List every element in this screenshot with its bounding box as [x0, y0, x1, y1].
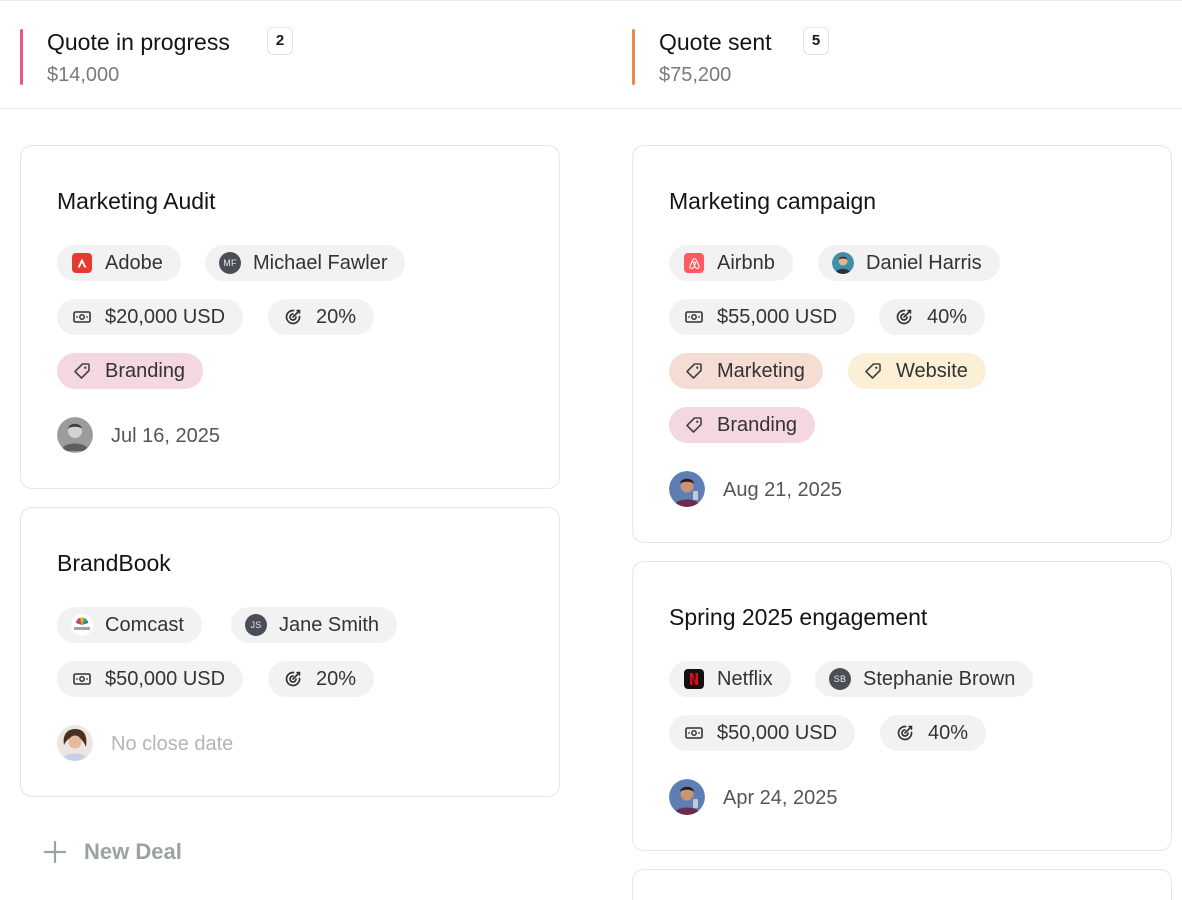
probability-chip[interactable]: 20% — [268, 299, 375, 335]
tag-chip-branding[interactable]: Branding — [669, 407, 816, 443]
contact-avatar: MF — [219, 252, 241, 274]
company-chip[interactable]: Netflix — [669, 661, 791, 697]
deal-card-partial[interactable] — [632, 869, 1172, 900]
comcast-logo-icon — [71, 614, 93, 636]
deal-value: $50,000 USD — [105, 667, 226, 690]
contact-avatar: SB — [829, 668, 851, 690]
contact-avatar: JS — [245, 614, 267, 636]
owner-avatar[interactable] — [669, 471, 705, 507]
contact-initials: SB — [829, 668, 851, 690]
deal-count-badge: 5 — [803, 27, 829, 55]
company-chip[interactable]: Comcast — [57, 607, 202, 643]
company-name: Airbnb — [717, 251, 775, 274]
tag-label: Branding — [717, 413, 798, 436]
deal-value-chip[interactable]: $20,000 USD — [57, 299, 244, 335]
column-title: Quote sent — [659, 29, 772, 55]
deal-value: $20,000 USD — [105, 305, 226, 328]
company-name: Comcast — [105, 613, 184, 636]
column-accent-stripe — [632, 29, 635, 85]
probability-chip[interactable]: 20% — [268, 661, 375, 697]
money-icon — [71, 668, 93, 690]
tag-chip-branding[interactable]: Branding — [57, 353, 204, 389]
probability-value: 40% — [928, 721, 969, 744]
tag-icon — [71, 360, 93, 382]
deal-count-badge: 2 — [267, 27, 293, 55]
tag-chip-marketing[interactable]: Marketing — [669, 353, 823, 389]
column-header-quote-in-progress[interactable]: Quote in progress 2 $14,000 — [20, 27, 580, 87]
deal-title: BrandBook — [57, 550, 171, 576]
contact-avatar — [832, 252, 854, 274]
deal-value-chip[interactable]: $50,000 USD — [669, 715, 856, 751]
deal-title: Marketing Audit — [57, 188, 216, 214]
deal-card-spring-2025-engagement[interactable]: Spring 2025 engagement Netflix SB Stepha… — [632, 561, 1172, 851]
column-accent-stripe — [20, 29, 23, 85]
money-icon — [683, 722, 705, 744]
deal-value: $55,000 USD — [717, 305, 838, 328]
company-chip[interactable]: Airbnb — [669, 245, 793, 281]
owner-avatar[interactable] — [669, 779, 705, 815]
deal-value: $50,000 USD — [717, 721, 838, 744]
target-icon — [893, 306, 915, 328]
probability-chip[interactable]: 40% — [879, 299, 986, 335]
deal-card-marketing-audit[interactable]: Marketing Audit Adobe MF Michael Fawler … — [20, 145, 560, 489]
close-date: No close date — [111, 733, 234, 755]
company-chip[interactable]: Adobe — [57, 245, 181, 281]
new-deal-label: New Deal — [84, 839, 182, 864]
new-deal-button[interactable]: New Deal — [42, 836, 182, 868]
column-header-quote-sent[interactable]: Quote sent 5 $75,200 — [632, 27, 1172, 87]
contact-name: Jane Smith — [279, 613, 380, 636]
owner-avatar[interactable] — [57, 417, 93, 453]
contact-chip[interactable]: JS Jane Smith — [231, 607, 398, 643]
deal-value-chip[interactable]: $55,000 USD — [669, 299, 856, 335]
contact-chip[interactable]: Daniel Harris — [818, 245, 1000, 281]
contact-initials: MF — [219, 252, 241, 274]
column-header-row: Quote in progress 2 $14,000 Quote sent 5… — [0, 1, 1182, 109]
adobe-logo-icon — [71, 252, 93, 274]
target-icon — [894, 722, 916, 744]
deal-card-brandbook[interactable]: BrandBook Comcast JS Jane Smith $50,000 … — [20, 507, 560, 797]
probability-value: 20% — [316, 667, 357, 690]
column-title: Quote in progress — [47, 29, 230, 55]
close-date: Apr 24, 2025 — [723, 787, 838, 809]
tag-icon — [683, 414, 705, 436]
airbnb-logo-icon — [683, 252, 705, 274]
netflix-logo-icon — [683, 668, 705, 690]
contact-name: Daniel Harris — [866, 251, 982, 274]
deal-title: Spring 2025 engagement — [669, 604, 928, 630]
close-date: Aug 21, 2025 — [723, 479, 842, 501]
tag-label: Marketing — [717, 359, 805, 382]
tag-chip-website[interactable]: Website — [848, 353, 986, 389]
contact-chip[interactable]: SB Stephanie Brown — [815, 661, 1034, 697]
tag-icon — [862, 360, 884, 382]
top-divider — [0, 0, 1182, 1]
probability-chip[interactable]: 40% — [880, 715, 987, 751]
deal-title: Marketing campaign — [669, 188, 877, 214]
target-icon — [282, 668, 304, 690]
tag-label: Branding — [105, 359, 186, 382]
money-icon — [683, 306, 705, 328]
deal-card-marketing-campaign[interactable]: Marketing campaign Airbnb Daniel Harris … — [632, 145, 1172, 543]
column-total-amount: $75,200 — [659, 64, 732, 86]
owner-avatar[interactable] — [57, 725, 93, 761]
column-total-amount: $14,000 — [47, 64, 120, 86]
plus-icon — [43, 840, 67, 864]
contact-chip[interactable]: MF Michael Fawler — [205, 245, 406, 281]
contact-initials: JS — [245, 614, 267, 636]
target-icon — [282, 306, 304, 328]
deal-value-chip[interactable]: $50,000 USD — [57, 661, 244, 697]
contact-name: Michael Fawler — [253, 251, 388, 274]
tag-label: Website — [896, 359, 968, 382]
company-name: Netflix — [717, 667, 773, 690]
probability-value: 20% — [316, 305, 357, 328]
company-name: Adobe — [105, 251, 163, 274]
probability-value: 40% — [927, 305, 968, 328]
close-date: Jul 16, 2025 — [111, 425, 220, 447]
contact-name: Stephanie Brown — [863, 667, 1016, 690]
money-icon — [71, 306, 93, 328]
tag-icon — [683, 360, 705, 382]
